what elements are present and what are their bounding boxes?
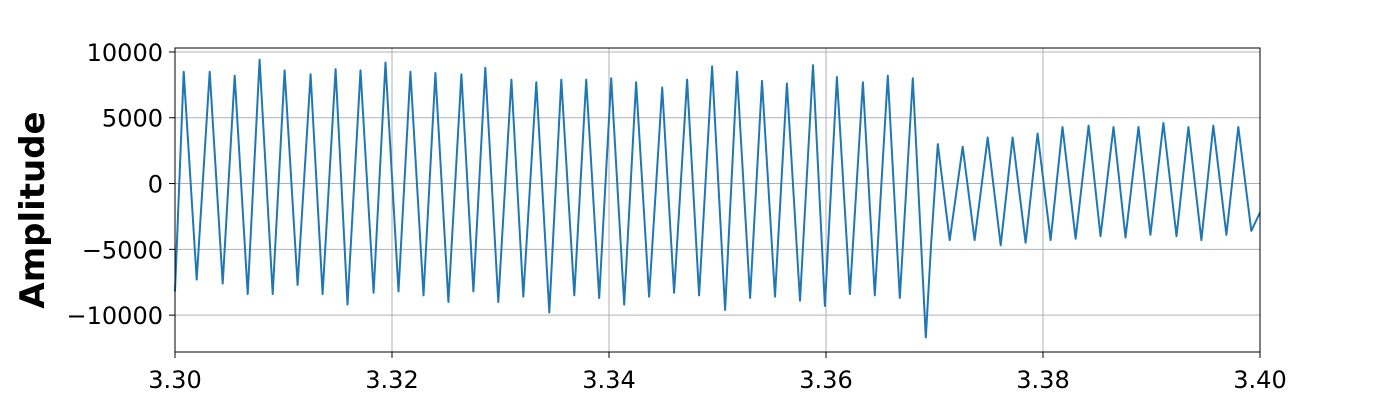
x-tick-label: 3.32 bbox=[365, 366, 418, 394]
x-tick-label: 3.38 bbox=[1016, 366, 1069, 394]
y-tick-label: −5000 bbox=[82, 236, 163, 264]
series-layer bbox=[174, 58, 1261, 339]
y-axis-title: Amplitude bbox=[13, 111, 53, 308]
y-tick-label: 10000 bbox=[87, 39, 163, 67]
y-axis-ticks: 10000 5000 0 −5000 −10000 bbox=[67, 39, 175, 330]
y-tick-label: 0 bbox=[148, 171, 163, 199]
x-tick-label: 3.36 bbox=[799, 366, 852, 394]
series-line bbox=[174, 58, 1261, 339]
y-tick-label: −10000 bbox=[67, 302, 163, 330]
x-tick-label: 3.40 bbox=[1233, 366, 1286, 394]
plot-frame bbox=[174, 47, 1261, 353]
x-axis-ticks: 3.30 3.32 3.34 3.36 3.38 3.40 bbox=[148, 352, 1287, 394]
x-tick-label: 3.30 bbox=[148, 366, 201, 394]
x-tick-label: 3.34 bbox=[582, 366, 635, 394]
y-tick-label: 5000 bbox=[102, 105, 163, 133]
